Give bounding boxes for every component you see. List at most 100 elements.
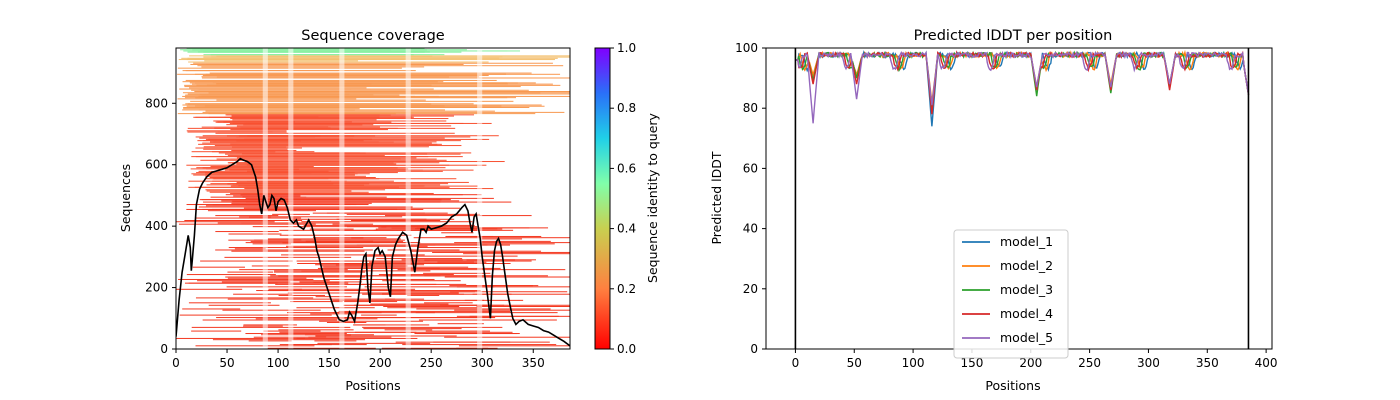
coverage-cell xyxy=(317,267,440,269)
coverage-cell xyxy=(301,270,431,272)
coverage-cell xyxy=(317,342,431,344)
coverage-cell xyxy=(184,220,303,221)
coverage-cell xyxy=(232,119,377,121)
coverage-cell xyxy=(186,130,287,132)
coverage-cell xyxy=(469,315,570,317)
coverage-cell xyxy=(221,281,291,283)
coverage-cell xyxy=(191,330,242,332)
coverage-cell xyxy=(418,319,557,321)
coverage-cell xyxy=(245,161,505,163)
coverage-cell xyxy=(227,298,396,300)
coverage-cell xyxy=(195,136,316,138)
coverage-cell xyxy=(202,167,398,169)
colorbar-gradient xyxy=(594,47,611,350)
coverage-cell xyxy=(243,207,461,209)
coverage-cell xyxy=(205,175,366,177)
coverage-cell xyxy=(216,99,426,101)
coverage-cell xyxy=(477,306,570,307)
coverage-cell xyxy=(176,337,248,339)
plddt-x-tick-label: 250 xyxy=(1078,356,1101,370)
colorbar-ticks: 0.0 0.2 0.4 0.6 0.8 1.0 xyxy=(610,41,636,356)
coverage-cell xyxy=(314,340,357,342)
coverage-line-layer xyxy=(176,157,570,347)
coverage-cell xyxy=(245,197,494,199)
coverage-cell xyxy=(363,328,462,330)
coverage-cell xyxy=(176,221,275,223)
coverage-cell xyxy=(309,228,354,230)
plddt-y-tick-label: 100 xyxy=(735,41,758,55)
coverage-cell xyxy=(227,271,274,273)
coverage-cell xyxy=(319,320,424,322)
coverage-cell xyxy=(206,63,464,65)
coverage-cell xyxy=(187,131,273,133)
coverage-cell xyxy=(193,116,414,118)
coverage-cell xyxy=(441,232,474,234)
coverage-cell xyxy=(224,169,411,171)
plddt-x-tick-label: 0 xyxy=(792,356,800,370)
coverage-cell xyxy=(230,118,449,120)
coverage-cell xyxy=(450,291,568,293)
coverage-cell xyxy=(287,288,416,290)
coverage-cell xyxy=(464,299,524,301)
coverage-cell xyxy=(236,157,417,159)
plddt-x-label: Positions xyxy=(985,378,1040,393)
coverage-cell xyxy=(268,288,302,290)
coverage-cell xyxy=(335,264,425,266)
coverage-cell xyxy=(186,164,252,166)
coverage-cell xyxy=(378,227,447,229)
coverage-cell xyxy=(456,347,498,349)
coverage-x-tick-label: 100 xyxy=(267,356,290,370)
coverage-cell xyxy=(401,259,463,261)
legend-box xyxy=(953,229,1069,359)
plddt-legend: model_1 model_2 model_3 model_4 model_5 xyxy=(953,229,1069,359)
coverage-x-tick-label: 150 xyxy=(318,356,341,370)
plddt-x-tick-label: 150 xyxy=(960,356,983,370)
coverage-cell xyxy=(202,142,432,144)
coverage-cell xyxy=(346,213,481,215)
colorbar-tick-label: 0.0 xyxy=(617,342,636,356)
coverage-cell xyxy=(179,314,332,316)
coverage-cell xyxy=(313,237,364,239)
coverage-cell xyxy=(234,156,463,158)
coverage-cell xyxy=(243,324,297,326)
coverage-cell xyxy=(290,301,343,303)
coverage-cell xyxy=(195,217,302,219)
coverage-cell xyxy=(230,192,434,194)
coverage-cell xyxy=(216,76,480,78)
coverage-cell xyxy=(200,49,428,51)
coverage-cell xyxy=(203,56,570,58)
coverage-gap xyxy=(339,48,345,349)
coverage-cell xyxy=(301,221,473,223)
coverage-cell xyxy=(381,347,489,349)
colorbar-label: Sequence identity to query xyxy=(645,112,660,283)
legend-label: model_4 xyxy=(1000,306,1053,321)
coverage-cell xyxy=(252,243,292,245)
coverage-cell xyxy=(413,237,570,239)
coverage-cell xyxy=(201,66,425,68)
coverage-cell xyxy=(279,234,412,236)
coverage-cell xyxy=(415,312,558,314)
coverage-cell xyxy=(285,245,428,247)
coverage-cell xyxy=(178,278,314,280)
coverage-cell xyxy=(381,226,479,228)
coverage-cell xyxy=(323,266,469,268)
coverage-cell xyxy=(383,275,548,277)
plddt-x-tick-label: 400 xyxy=(1255,356,1278,370)
coverage-cell xyxy=(357,290,481,292)
coverage-cell xyxy=(227,154,385,156)
coverage-cell xyxy=(279,331,417,333)
coverage-cell xyxy=(321,265,408,267)
coverage-cell xyxy=(182,81,444,83)
coverage-cell xyxy=(214,145,462,147)
coverage-cell xyxy=(246,164,450,166)
coverage-cell xyxy=(213,120,447,122)
coverage-cell xyxy=(210,165,314,167)
coverage-cell xyxy=(245,333,347,335)
coverage-cell xyxy=(203,201,412,203)
coverage-cell xyxy=(371,260,532,262)
coverage-cell xyxy=(192,266,245,268)
coverage-cell xyxy=(373,229,514,231)
coverage-cell xyxy=(226,286,347,288)
coverage-cell xyxy=(236,136,471,138)
coverage-cell xyxy=(182,70,339,72)
